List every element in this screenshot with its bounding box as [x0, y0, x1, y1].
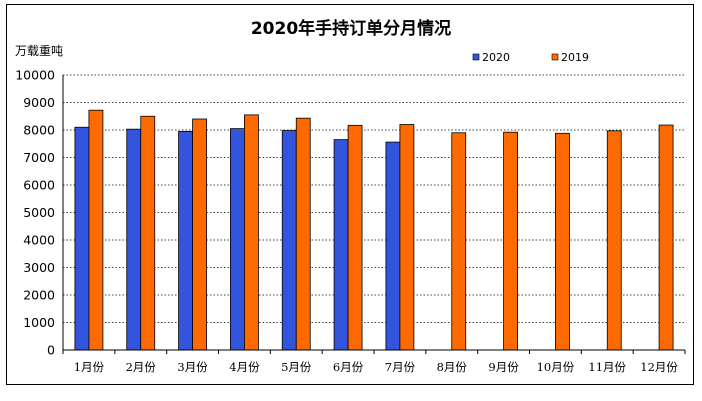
y-tick-label: 0 [47, 343, 55, 358]
bar-2019 [399, 124, 415, 351]
y-tick-label: 5000 [23, 205, 55, 220]
bar-2020 [74, 126, 90, 351]
bar-2019 [244, 114, 259, 351]
x-category-label: 6月份 [333, 360, 364, 374]
chart-frame: 2020年手持订单分月情况 万载重吨 0 1000 2000 3000 4000 5000… [6, 4, 694, 385]
gridlines [63, 74, 685, 323]
bar-2019 [88, 109, 104, 351]
y-tick-label: 4000 [23, 233, 55, 248]
y-tick-label: 8000 [23, 123, 55, 138]
bar-2019 [140, 115, 156, 351]
bar-2019 [555, 132, 570, 351]
x-category-label: 7月份 [385, 360, 416, 374]
y-tick-label: 2000 [23, 288, 55, 303]
x-category-label: 2月份 [126, 360, 157, 374]
x-category-label: 5月份 [281, 360, 312, 374]
legend-label-2019: 2019 [561, 51, 589, 64]
y-tick-label: 10000 [15, 68, 55, 83]
y-tick-label: 1000 [23, 315, 55, 330]
x-category-label: 9月份 [488, 360, 519, 374]
x-category-label: 12月份 [640, 360, 678, 374]
bar-2020 [230, 128, 245, 351]
x-category-label: 10月份 [537, 360, 575, 374]
y-tick-label: 7000 [23, 150, 55, 165]
bar-2019 [503, 131, 518, 351]
bar-2019 [451, 132, 467, 351]
x-category-labels: 1月份 2月份 3月份 4月份 5月份 6月份 7月份 8月份 9月份 10月份 11月份 12月份 [74, 360, 679, 374]
x-category-label: 1月份 [74, 360, 105, 374]
y-tick-label: 3000 [23, 260, 55, 275]
y-tick-labels: 0 1000 2000 3000 4000 5000 6000 7000 8000 9000 100… [15, 68, 55, 358]
chart-title: 2020年手持订单分月情况 [251, 18, 451, 39]
legend-swatch-2019 [551, 53, 559, 61]
bar-2020 [126, 128, 142, 351]
bar-2019 [658, 124, 674, 351]
legend-label-2020: 2020 [482, 51, 510, 64]
legend-swatch-2020 [472, 53, 480, 61]
y-axis-unit-label: 万载重吨 [15, 44, 63, 58]
x-category-label: 11月份 [588, 360, 626, 374]
legend: 2020 2019 [472, 51, 589, 64]
bar-2019 [295, 117, 311, 351]
bar-2019 [347, 124, 363, 351]
bar-2020 [333, 139, 349, 351]
x-category-label: 4月份 [229, 360, 260, 374]
x-category-label: 8月份 [437, 360, 468, 374]
bar-2019 [606, 130, 622, 351]
bar-2020 [178, 130, 193, 351]
y-tick-label: 6000 [23, 178, 55, 193]
bar-2020 [385, 141, 401, 351]
axes [62, 75, 686, 354]
bar-2020 [281, 130, 297, 351]
bars [74, 109, 674, 351]
bar-2019 [192, 118, 207, 351]
x-category-label: 3月份 [177, 360, 208, 374]
bar-chart: 2020年手持订单分月情况 万载重吨 0 1000 2000 3000 4000 5000… [15, 18, 686, 374]
y-tick-label: 9000 [23, 95, 55, 110]
